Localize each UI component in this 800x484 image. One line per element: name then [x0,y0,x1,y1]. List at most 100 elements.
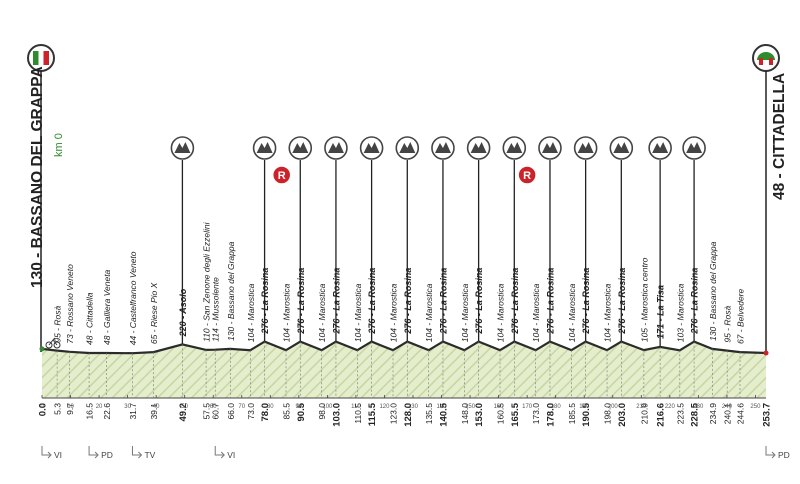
route-marker: VI [41,446,62,460]
axis-tick-label: 90 [295,404,302,410]
mountain-icon-shape [506,142,523,153]
waypoint-label: 95 - Rosà [53,306,63,343]
km-label: 66.0 [226,403,236,420]
km-label: 198.0 [603,403,613,425]
feed-zone-icon-glyph: R [523,170,531,182]
waypoint-label: 276 - La Rosina [296,268,306,335]
route-arrow-head [771,451,776,459]
finish-dot [763,350,769,356]
bike-frame [48,337,58,346]
axis-tick-label: 190 [579,404,590,410]
mountain-icon-shape [174,142,191,153]
axis-tick-label: 30 [124,404,131,410]
route-arrow-head [47,451,52,459]
km-label: 244.6 [736,403,746,425]
feed-zone-icon-glyph: R [278,170,286,182]
mountain-icon [359,136,384,160]
km-label: 173.0 [531,403,541,425]
km-label: 128.0 [403,403,414,427]
waypoint-label: 104 - Marostica [460,283,470,342]
km-label: 103.0 [331,403,342,427]
waypoint-label: 73 - Rossano Veneto [65,264,75,344]
axis-tick-label: 150 [465,404,476,410]
start-city-title: 130 - BASSANO DEL GRAPPA [29,66,46,288]
mountain-icon [252,136,277,160]
km-label: 22.6 [102,403,112,420]
waypoint-label: 110 - San Zenone degli Ezzelini [202,221,212,342]
waypoint-label: 276 - La Rosina [260,268,270,335]
km-label: 57.5 [202,403,212,420]
axis-tick-label: 250 [750,404,761,410]
waypoint-label: 276 - La Rosina [331,268,341,335]
km-label: 203.0 [617,403,628,427]
mountain-icon-shape [399,142,416,153]
waypoint-label: 130 - Bassano del Grappa [226,241,236,341]
axis-tick-label: 180 [551,404,562,410]
route-marker-label: PD [778,450,790,460]
mountain-icon-shape [434,142,451,153]
km-label: 178.0 [545,403,556,427]
waypoint-label: 104 - Marostica [281,283,291,342]
waypoint-label: 104 - Marostica [317,283,327,342]
route-arrow-icon [765,446,774,456]
waypoint-label: 104 - Marostica [531,283,541,342]
route-marker-label: VI [54,450,62,460]
waypoint-label: 276 - La Rosina [438,268,448,335]
km0-label: km 0 [53,133,65,157]
mountain-icon-shape [256,142,273,153]
mountain-icon [431,136,455,160]
km-label: 223.5 [675,403,685,425]
waypoint-labels: 95 - Rosà 73 - Rossano Veneto 48 - Cittade… [53,221,746,345]
km-label: 90.5 [296,402,307,421]
feed-zone-icon: R [271,165,292,185]
axis-tick-label: 70 [238,404,245,410]
axis-tick-label: 120 [379,404,390,410]
route-marker-label: PD [101,450,113,460]
waypoint-label: 276 - La Rosina [367,268,377,335]
mountain-icon-shape [541,142,558,153]
km-label: 5.3 [53,403,63,415]
mountain-icon-shape [686,142,703,153]
km-label: 0.0 [38,403,49,416]
waypoint-label: 276 - La Rosina [510,268,520,335]
mountain-icon-shape [363,142,380,153]
distance-axis: 0.0 5.3 9.7 16.5 22.6 31.7 39.1 49.2 57.5 60.7 66.… [38,341,773,427]
km-label: 31.7 [128,403,138,420]
km-label: 216.6 [656,403,667,427]
finish-city-title: 48 - CITTADELLA [771,73,788,200]
route-marker: PD [765,446,790,460]
route-arrow-icon [214,446,224,456]
axis-tick-label: 0 [40,404,44,410]
waypoint-label: 104 - Marostica [567,283,577,342]
mountain-icon [466,136,491,160]
axis-tick-label: 200 [608,404,619,410]
km-label: 135.5 [424,403,434,425]
waypoint-label: 48 - Galliera Veneta [102,269,112,345]
mountain-icon [682,136,706,160]
km-label: 123.0 [389,403,399,425]
km-label: 148.0 [460,403,470,425]
mountain-icon-shape [577,142,594,153]
waypoint-label: 130 - Bassano del Grappa [708,241,718,341]
km-label: 140.5 [438,402,449,426]
km-label: 73.0 [246,403,256,420]
feed-zone-icon-circle [517,165,537,185]
axis-tick-label: 50 [181,404,188,410]
route-arrow-head [94,451,99,459]
feed-zone-icon-circle [271,165,292,185]
route-arrow-head [138,451,143,459]
km-label: 78.0 [260,403,271,422]
profile-fill [42,341,766,398]
mountain-icon-shape [292,142,309,153]
mountain-icon-shape [652,142,669,153]
km-label: 190.5 [581,402,592,426]
km-label: 165.5 [510,402,521,426]
mountain-icon-shape [327,142,344,153]
axis-tick-label: 140 [437,404,448,410]
km-label: 39.1 [149,403,159,420]
bike-wheel-front [53,341,61,349]
profile-area [41,340,767,399]
waypoint-label: 104 - Marostica [353,283,363,342]
km-label: 9.7 [65,403,75,415]
km-label: 185.5 [567,403,577,425]
